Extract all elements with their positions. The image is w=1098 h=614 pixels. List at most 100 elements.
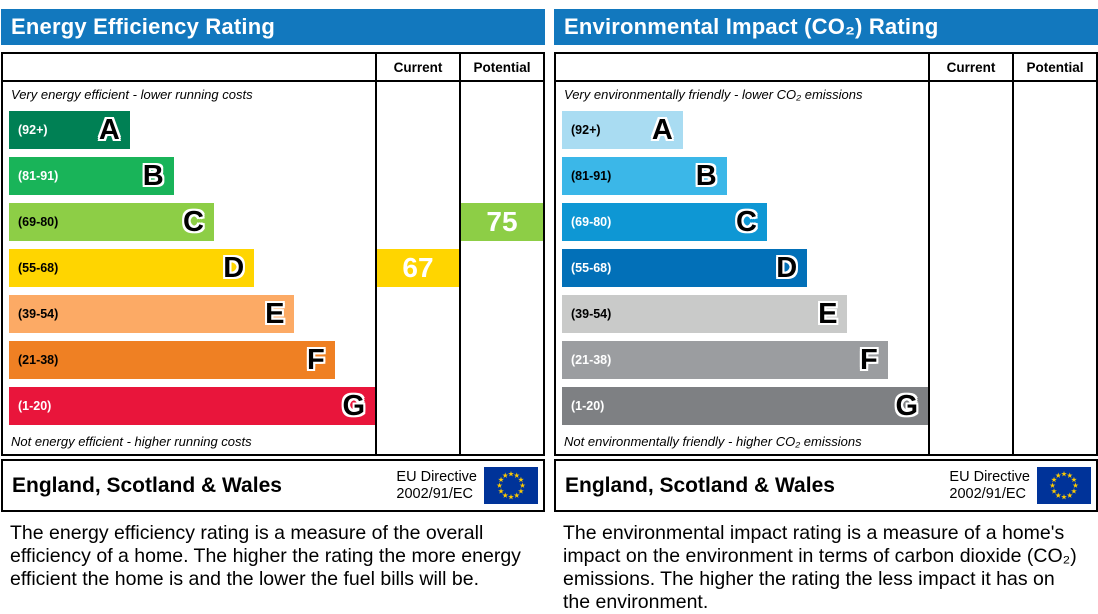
- band-letter: F: [307, 343, 325, 376]
- energy-description: The energy efficiency rating is a measur…: [10, 522, 521, 590]
- band-range: (92+): [18, 123, 48, 137]
- potential-cell: [459, 153, 543, 199]
- columns-header: Current Potential: [556, 54, 1096, 82]
- top-caption: Very energy efficient - lower running co…: [11, 87, 253, 102]
- band-range: (81-91): [571, 169, 612, 183]
- band-bar-c: (69-80) C: [562, 203, 767, 241]
- band-row-d: (55-68) D: [556, 245, 1096, 291]
- top-caption-row: Very environmentally friendly - lower CO…: [556, 82, 1096, 107]
- band-row-b: (81-91) B: [556, 153, 1096, 199]
- potential-column-header: Potential: [1012, 54, 1096, 80]
- potential-cell: [459, 429, 543, 454]
- band-range: (81-91): [18, 169, 59, 183]
- current-column-header: Current: [928, 54, 1012, 80]
- bottom-caption: Not environmentally friendly - higher CO…: [564, 434, 862, 449]
- potential-cell: [1012, 245, 1096, 291]
- band-letter: B: [142, 159, 164, 192]
- band-bar-e: (39-54) E: [562, 295, 848, 333]
- band-range: (21-38): [571, 353, 612, 367]
- current-cell: [928, 337, 1012, 383]
- eu-directive-label: EU Directive 2002/91/EC: [949, 468, 1030, 502]
- current-cell: [928, 245, 1012, 291]
- bottom-caption: Not energy efficient - higher running co…: [11, 434, 252, 449]
- band-letter: A: [651, 113, 673, 146]
- current-cell: [928, 199, 1012, 245]
- band-row-g: (1-20) G: [3, 383, 543, 429]
- environmental-chart: Current Potential Very environmentally f…: [554, 52, 1098, 456]
- current-rating-indicator: 67: [377, 249, 459, 287]
- band-range: (1-20): [18, 399, 52, 413]
- energy-chart: Current Potential Very energy efficient …: [1, 52, 545, 456]
- band-bar-c: (69-80) C: [9, 203, 214, 241]
- potential-cell: [459, 337, 543, 383]
- potential-cell: [459, 82, 543, 107]
- band-range: (55-68): [571, 261, 612, 275]
- bottom-caption-row: Not environmentally friendly - higher CO…: [556, 429, 1096, 454]
- band-row-a: (92+) A: [3, 107, 543, 153]
- band-bar-b: (81-91) B: [562, 157, 727, 195]
- band-letter: D: [223, 251, 245, 284]
- band-range: (55-68): [18, 261, 59, 275]
- eu-directive-label: EU Directive 2002/91/EC: [396, 468, 477, 502]
- current-cell: [375, 383, 459, 429]
- potential-cell: [459, 245, 543, 291]
- potential-column-header: Potential: [459, 54, 543, 80]
- band-row-g: (1-20) G: [556, 383, 1096, 429]
- top-caption: Very environmentally friendly - lower CO…: [564, 87, 863, 102]
- region-footer: England, Scotland & Wales EU Directive 2…: [554, 459, 1098, 512]
- current-cell: [928, 153, 1012, 199]
- current-cell: [928, 383, 1012, 429]
- band-range: (92+): [571, 123, 601, 137]
- band-row-d: (55-68) D 67: [3, 245, 543, 291]
- band-row-c: (69-80) C 75: [3, 199, 543, 245]
- current-cell: [375, 82, 459, 107]
- band-range: (69-80): [18, 215, 59, 229]
- columns-header-spacer: [3, 54, 375, 80]
- potential-rating-indicator: 75: [461, 203, 543, 241]
- panel-title: Environmental Impact (CO₂) Rating: [554, 9, 1098, 45]
- potential-cell: [1012, 383, 1096, 429]
- potential-cell: [1012, 337, 1096, 383]
- top-caption-row: Very energy efficient - lower running co…: [3, 82, 543, 107]
- band-bar-d: (55-68) D: [9, 249, 255, 287]
- band-range: (39-54): [571, 307, 612, 321]
- band-row-f: (21-38) F: [3, 337, 543, 383]
- current-cell: [375, 107, 459, 153]
- current-cell: [928, 107, 1012, 153]
- potential-cell: [1012, 82, 1096, 107]
- potential-cell: [459, 291, 543, 337]
- current-cell: 67: [375, 245, 459, 291]
- potential-cell: 75: [459, 199, 543, 245]
- band-bar-f: (21-38) F: [562, 341, 888, 379]
- band-range: (39-54): [18, 307, 59, 321]
- band-letter: G: [895, 389, 918, 422]
- band-row-c: (69-80) C: [556, 199, 1096, 245]
- band-letter: C: [183, 205, 204, 238]
- environmental-description: The environmental impact rating is a mea…: [563, 522, 1077, 613]
- band-letter: B: [695, 159, 717, 192]
- eu-flag-icon: [484, 467, 538, 504]
- band-letter: F: [860, 343, 878, 376]
- band-range: (21-38): [18, 353, 59, 367]
- region-label: England, Scotland & Wales: [12, 473, 282, 497]
- current-cell: [375, 153, 459, 199]
- columns-header-spacer: [556, 54, 928, 80]
- epc-charts: Energy Efficiency Rating Current Potenti…: [1, 9, 1098, 614]
- current-cell: [375, 337, 459, 383]
- band-bar-a: (92+) A: [562, 111, 683, 149]
- current-cell: [375, 429, 459, 454]
- band-letter: E: [265, 297, 285, 330]
- columns-header: Current Potential: [3, 54, 543, 82]
- eu-flag-icon: [1037, 467, 1091, 504]
- current-cell: [375, 199, 459, 245]
- band-letter: D: [776, 251, 798, 284]
- potential-cell: [1012, 199, 1096, 245]
- current-column-header: Current: [375, 54, 459, 80]
- panel-title: Energy Efficiency Rating: [1, 9, 545, 45]
- band-bar-e: (39-54) E: [9, 295, 295, 333]
- band-row-e: (39-54) E: [556, 291, 1096, 337]
- current-cell: [928, 429, 1012, 454]
- band-row-b: (81-91) B: [3, 153, 543, 199]
- band-bar-g: (1-20) G: [9, 387, 375, 425]
- band-letter: C: [736, 205, 757, 238]
